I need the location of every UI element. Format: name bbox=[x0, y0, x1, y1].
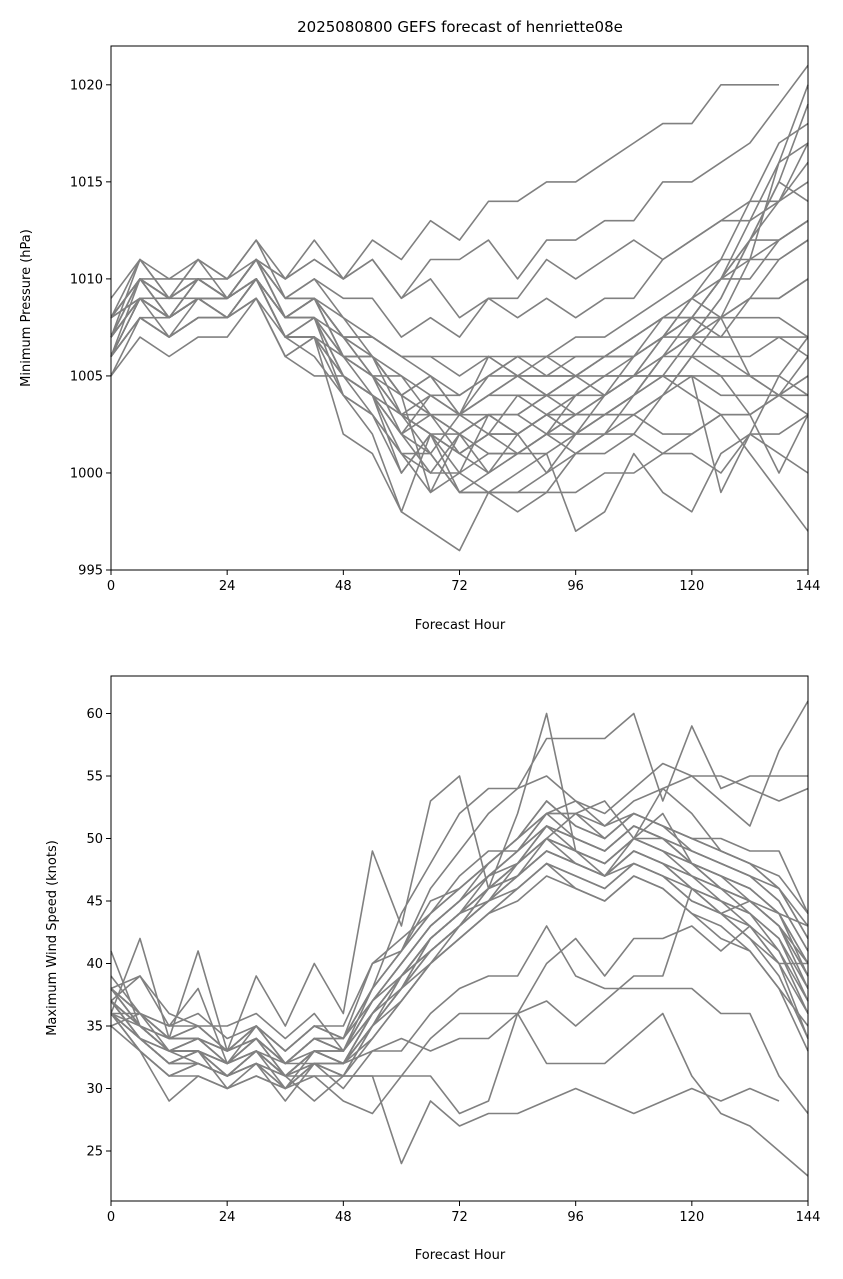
pressure-series-line-20 bbox=[110, 278, 809, 494]
wind-x-tick-label: 0 bbox=[107, 1210, 115, 1225]
wind-y-tick-label: 35 bbox=[86, 1020, 103, 1035]
wind-y-tick-label: 45 bbox=[86, 895, 103, 910]
wind-x-tick-label: 24 bbox=[219, 1210, 236, 1225]
wind-ticks-layer: 0 24 48 72 96 120 144 25 30 35 40 45 50 55 60 bbox=[86, 707, 820, 1225]
chart-title: 2025080800 GEFS forecast of henriette08e bbox=[297, 18, 623, 36]
pressure-y-axis-label: Minimum Pressure (hPa) bbox=[19, 229, 34, 387]
wind-series-line-18 bbox=[110, 850, 809, 1077]
pressure-y-tick-label: 1010 bbox=[70, 272, 103, 287]
wind-series-line-9 bbox=[110, 800, 809, 1102]
pressure-series-line-15 bbox=[110, 278, 809, 416]
pressure-series-line-11 bbox=[110, 220, 809, 435]
pressure-x-tick-label: 0 bbox=[107, 579, 115, 594]
pressure-x-tick-label: 144 bbox=[796, 579, 821, 594]
wind-series-line-10 bbox=[110, 787, 809, 1052]
pressure-y-tick-label: 995 bbox=[78, 564, 103, 579]
pressure-x-tick-label: 96 bbox=[567, 579, 584, 594]
wind-series-line-12 bbox=[110, 850, 809, 1077]
pressure-x-tick-label: 24 bbox=[219, 579, 236, 594]
wind-series-line-1 bbox=[110, 950, 780, 1165]
wind-series-line-28 bbox=[110, 862, 809, 1090]
wind-series-line-26 bbox=[110, 800, 809, 1065]
pressure-series-line-31 bbox=[110, 239, 809, 397]
pressure-series-line-4 bbox=[110, 161, 809, 338]
wind-y-axis-label: Maximum Wind Speed (knots) bbox=[45, 840, 60, 1036]
pressure-series-line-2 bbox=[110, 64, 809, 319]
pressure-y-tick-label: 1015 bbox=[70, 175, 103, 190]
pressure-x-axis-label: Forecast Hour bbox=[415, 618, 506, 633]
pressure-series-line-10 bbox=[110, 181, 809, 474]
wind-panel: 0 24 48 72 96 120 144 25 30 35 40 45 50 55 60 Forecast… bbox=[45, 675, 820, 1263]
wind-x-tick-label: 48 bbox=[335, 1210, 352, 1225]
wind-series-line-7 bbox=[110, 925, 809, 1114]
pressure-y-tick-label: 1020 bbox=[70, 78, 103, 93]
wind-y-tick-label: 30 bbox=[86, 1082, 103, 1097]
pressure-ticks-layer: 0 24 48 72 96 120 144 995 1000 1005 1010 1015 1020 bbox=[70, 78, 821, 594]
pressure-series-line-1 bbox=[110, 84, 779, 299]
pressure-series-line-3 bbox=[110, 181, 809, 319]
wind-y-tick-label: 40 bbox=[86, 957, 103, 972]
pressure-y-tick-label: 1005 bbox=[70, 369, 103, 384]
wind-series-layer bbox=[110, 700, 809, 1177]
wind-series-line-4 bbox=[110, 762, 809, 1052]
wind-series-line-31 bbox=[110, 850, 809, 1077]
wind-series-line-13 bbox=[110, 800, 809, 1065]
wind-y-tick-label: 60 bbox=[86, 707, 103, 722]
pressure-series-layer bbox=[110, 64, 809, 552]
wind-series-line-14 bbox=[110, 862, 809, 1090]
pressure-series-line-9 bbox=[110, 122, 809, 494]
wind-series-line-29 bbox=[110, 812, 809, 1052]
wind-y-tick-label: 50 bbox=[86, 832, 103, 847]
wind-series-line-16 bbox=[110, 862, 809, 1077]
pressure-series-line-19 bbox=[110, 278, 809, 494]
pressure-series-line-26 bbox=[110, 278, 808, 494]
wind-x-tick-label: 120 bbox=[679, 1210, 704, 1225]
wind-series-line-19 bbox=[110, 875, 809, 1090]
wind-x-axis-label: Forecast Hour bbox=[415, 1248, 506, 1263]
pressure-x-tick-label: 48 bbox=[335, 579, 352, 594]
pressure-panel: 2025080800 GEFS forecast of henriette08e… bbox=[19, 18, 820, 633]
wind-x-tick-label: 72 bbox=[451, 1210, 468, 1225]
wind-y-tick-label: 25 bbox=[86, 1145, 103, 1160]
wind-series-line-22 bbox=[110, 850, 809, 1077]
wind-y-tick-label: 55 bbox=[86, 770, 103, 785]
pressure-series-line-22 bbox=[110, 297, 809, 532]
pressure-x-tick-label: 72 bbox=[451, 579, 468, 594]
pressure-x-tick-label: 120 bbox=[679, 579, 704, 594]
pressure-y-tick-label: 1000 bbox=[70, 466, 103, 481]
wind-x-tick-label: 96 bbox=[567, 1210, 584, 1225]
wind-series-line-30 bbox=[110, 825, 809, 1065]
wind-x-tick-label: 144 bbox=[796, 1210, 821, 1225]
wind-series-line-20 bbox=[110, 812, 809, 1052]
wind-series-line-5 bbox=[111, 887, 809, 1115]
